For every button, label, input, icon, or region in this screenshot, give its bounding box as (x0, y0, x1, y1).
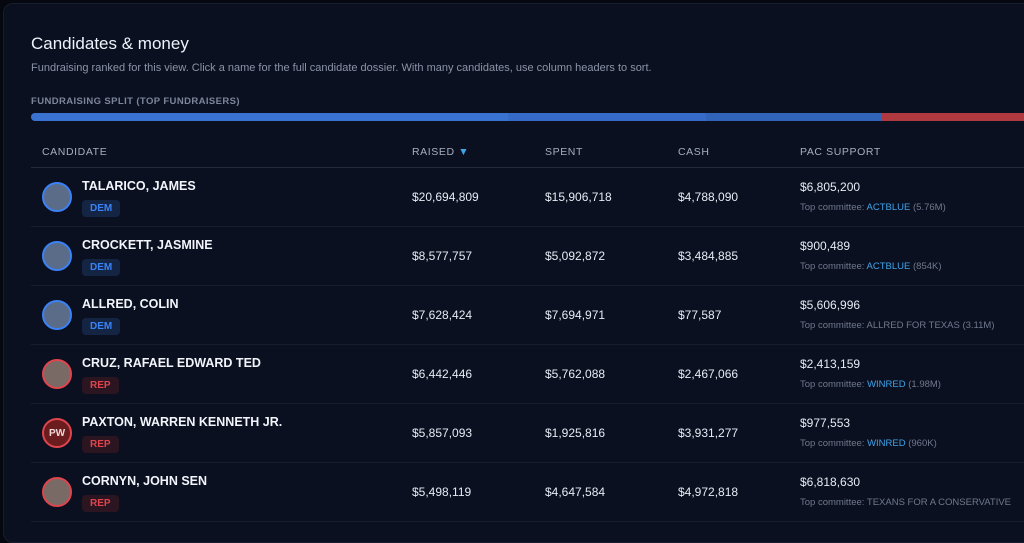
committee-amount: (960K) (905, 438, 937, 449)
party-badge: DEM (82, 200, 121, 217)
spent-value: $4,647,584 (545, 485, 606, 499)
table-row[interactable]: CORNYN, JOHN SEN REP $5,498,119 $4,647,5… (31, 463, 1024, 522)
top-committee: Top committee: WINRED (960K) (800, 438, 937, 449)
avatar (42, 241, 72, 271)
column-header-spent[interactable]: SPENT (545, 146, 584, 158)
table-row[interactable]: ALLRED, COLIN DEM $7,628,424 $7,694,971 … (31, 286, 1024, 345)
split-segment (882, 113, 1024, 121)
column-header-candidate[interactable]: CANDIDATE (42, 146, 108, 158)
raised-value: $5,857,093 (412, 426, 473, 440)
top-committee: Top committee: ALLRED FOR TEXAS (3.11M) (800, 320, 994, 331)
candidate-name-link[interactable]: PAXTON, WARREN KENNETH JR. (82, 415, 283, 429)
committee-name[interactable]: WINRED (867, 379, 906, 390)
avatar (42, 182, 72, 212)
top-committee: Top committee: ACTBLUE (5.76M) (800, 202, 946, 213)
avatar (42, 477, 72, 507)
spent-value: $7,694,971 (545, 308, 606, 322)
raised-value: $7,628,424 (412, 308, 473, 322)
table-row[interactable]: TALARICO, JAMES DEM $20,694,809 $15,906,… (31, 168, 1024, 227)
raised-value: $6,442,446 (412, 367, 473, 381)
committee-amount: (1.98M) (905, 379, 941, 390)
column-header-cash[interactable]: CASH (678, 146, 710, 158)
party-badge: REP (82, 436, 119, 453)
raised-value: $5,498,119 (412, 485, 472, 499)
avatar-initials: PW (48, 427, 66, 439)
pac-support-value: $900,489 (800, 239, 851, 253)
top-committee-prefix: Top committee: (800, 261, 867, 272)
committee-amount: (854K) (910, 261, 942, 272)
raised-label: RAISED (412, 146, 455, 158)
spent-value: $5,092,872 (545, 249, 606, 263)
table-row[interactable]: CRUZ, RAFAEL EDWARD TED REP $6,442,446 $… (31, 345, 1024, 404)
avatar (42, 300, 72, 330)
raised-value: $20,694,809 (412, 190, 479, 204)
spent-value: $15,906,718 (545, 190, 612, 204)
split-segment (508, 113, 707, 121)
split-label: FUNDRAISING SPLIT (TOP FUNDRAISERS) (31, 96, 240, 107)
top-committee-prefix: Top committee: (800, 379, 868, 390)
candidate-name-link[interactable]: CRUZ, RAFAEL EDWARD TED (82, 356, 261, 370)
candidate-name-link[interactable]: CORNYN, JOHN SEN (82, 474, 208, 488)
raised-value: $8,577,757 (412, 249, 473, 263)
pac-support-value: $977,553 (800, 416, 851, 430)
table-row[interactable]: PW PAXTON, WARREN KENNETH JR. REP $5,857… (31, 404, 1024, 463)
fundraising-split-bar (31, 113, 1024, 121)
avatar (42, 359, 72, 389)
cash-value: $4,788,090 (678, 190, 739, 204)
column-header-pac-support[interactable]: PAC SUPPORT (800, 146, 881, 158)
party-badge: REP (82, 377, 119, 394)
table-row[interactable]: CROCKETT, JASMINE DEM $8,577,757 $5,092,… (31, 227, 1024, 286)
pac-support-value: $6,805,200 (800, 180, 861, 194)
split-segment (31, 113, 509, 121)
party-badge: REP (82, 495, 119, 512)
top-committee: Top committee: TEXANS FOR A CONSERVATIVE (800, 497, 1011, 508)
page-title: Candidates & money (31, 34, 189, 53)
candidate-name-link[interactable]: TALARICO, JAMES (82, 179, 196, 193)
top-committee: Top committee: WINRED (1.98M) (800, 379, 941, 390)
spent-value: $1,925,816 (545, 426, 606, 440)
pac-support-value: $5,606,996 (800, 298, 861, 312)
committee-amount: (3.11M) (959, 320, 995, 331)
committee-name: TEXANS FOR A CONSERVATIVE (866, 497, 1012, 508)
cash-value: $3,931,277 (678, 426, 739, 440)
top-committee-prefix: Top committee: (800, 320, 867, 331)
pac-support-value: $6,818,630 (800, 475, 861, 489)
split-segment (706, 113, 883, 121)
candidate-name-link[interactable]: ALLRED, COLIN (82, 297, 179, 311)
top-committee-prefix: Top committee: (800, 438, 868, 449)
top-committee-prefix: Top committee: (800, 497, 867, 508)
sort-desc-icon: ▼ (458, 146, 470, 158)
cash-value: $4,972,818 (678, 485, 739, 499)
column-header-raised[interactable]: RAISED ▼ (412, 146, 469, 158)
candidate-name-link[interactable]: CROCKETT, JASMINE (82, 238, 213, 252)
avatar: PW (42, 418, 72, 448)
top-committee-prefix: Top committee: (800, 202, 867, 213)
committee-name[interactable]: ACTBLUE (866, 202, 911, 213)
cash-value: $2,467,066 (678, 367, 739, 381)
cash-value: $3,484,885 (678, 249, 739, 263)
party-badge: DEM (82, 318, 121, 335)
header-divider (31, 167, 1024, 168)
committee-name: ALLRED FOR TEXAS (866, 320, 960, 331)
committee-name[interactable]: ACTBLUE (866, 261, 911, 272)
pac-support-value: $2,413,159 (800, 357, 861, 371)
cash-value: $77,587 (678, 308, 722, 322)
page-subtitle: Fundraising ranked for this view. Click … (31, 62, 652, 74)
candidates-money-panel (3, 3, 1024, 543)
top-committee: Top committee: ACTBLUE (854K) (800, 261, 942, 272)
spent-value: $5,762,088 (545, 367, 606, 381)
party-badge: DEM (82, 259, 121, 276)
committee-name[interactable]: WINRED (867, 438, 906, 449)
committee-amount: (5.76M) (910, 202, 946, 213)
